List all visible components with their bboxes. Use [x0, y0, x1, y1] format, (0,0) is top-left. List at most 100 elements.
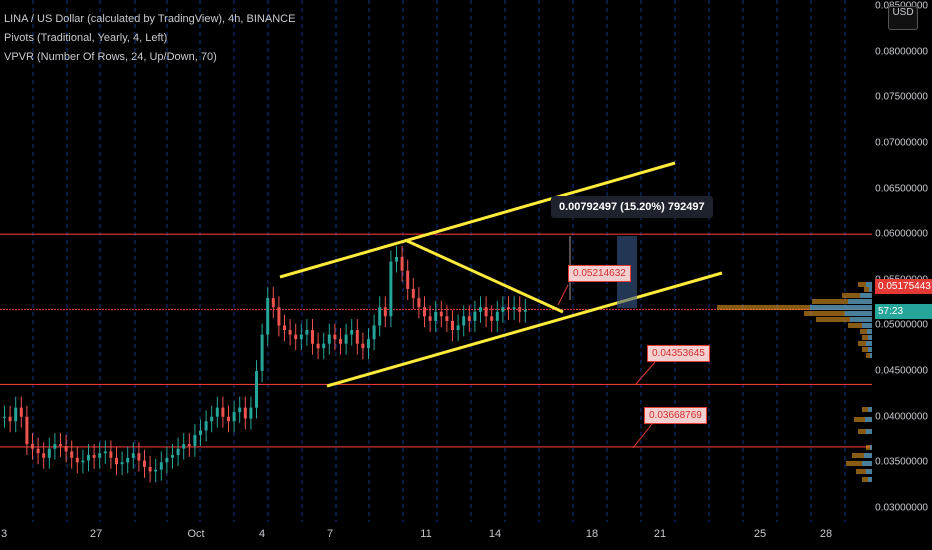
volume-profile-bar-8	[860, 329, 872, 334]
pivots-indicator-label[interactable]: Pivots (Traditional, Yearly, 4, Left)	[4, 32, 168, 44]
candle-body-7	[42, 453, 46, 458]
volume-profile-up-bar-17	[864, 453, 872, 458]
volume-profile-bar-14	[854, 417, 872, 422]
volume-profile-bar-6	[816, 317, 872, 322]
volume-profile-up-bar-7	[862, 323, 872, 328]
candle-body-43	[243, 407, 247, 419]
date-tick-label: 14	[488, 528, 502, 540]
candle-body-32	[182, 444, 186, 449]
volume-profile-bar-4	[717, 305, 872, 310]
candle-body-30	[171, 455, 174, 458]
candle-body-63	[355, 330, 359, 344]
candle-body-27	[154, 469, 158, 472]
date-tick-label: 7	[326, 528, 334, 540]
currency-badge[interactable]: USD	[888, 6, 918, 30]
volume-profile-bar-2	[842, 293, 872, 298]
candle-body-62	[350, 330, 354, 335]
candle-body-47	[266, 298, 270, 335]
callout-label-3[interactable]: 0.03668769	[644, 407, 707, 424]
price-tick-label: 0.05000000	[875, 319, 928, 331]
volume-profile-up-bar-15	[866, 429, 872, 434]
candle-body-6	[36, 448, 40, 454]
candle-body-84	[473, 311, 477, 321]
volume-profile-bar-12	[866, 353, 872, 358]
symbol-title[interactable]: LINA / US Dollar (calculated by TradingV…	[4, 13, 296, 25]
volume-profile-bar-15	[858, 429, 872, 434]
candle-body-38	[215, 407, 219, 417]
candle-body-28	[159, 462, 163, 470]
price-axis[interactable]: 0.085000000.080000000.075000000.07000000…	[872, 0, 932, 522]
volume-profile-up-bar-2	[860, 293, 872, 298]
candle-body-26	[148, 466, 152, 472]
price-tick-label: 0.04500000	[875, 365, 928, 377]
candle-body-4	[25, 416, 29, 445]
candle-body-19	[109, 451, 113, 458]
candle-body-72	[406, 270, 410, 289]
candle-body-17	[98, 453, 102, 458]
date-tick-label: Oct	[187, 528, 205, 540]
candle-body-59	[333, 334, 337, 340]
candle-body-86	[484, 307, 488, 317]
candle-body-31	[176, 448, 180, 456]
callout-label-2[interactable]: 0.04353645	[647, 345, 710, 362]
candle-body-87	[490, 316, 494, 321]
candle-body-20	[115, 457, 118, 465]
volume-profile-bar-5	[804, 311, 872, 316]
date-tick-label: 27	[89, 528, 103, 540]
trendline-2	[404, 238, 564, 314]
candle-body-57	[322, 343, 326, 349]
volume-profile-up-bar-14	[865, 417, 872, 422]
date-tick-label: 4	[258, 528, 266, 540]
candle-body-89	[501, 307, 505, 312]
time-axis[interactable]: 3 27 Oct 4 7 11 14 18 21 25 28	[0, 522, 872, 550]
volume-profile-up-bar-3	[848, 299, 872, 304]
volume-profile-bar-19	[856, 469, 872, 474]
volume-profile-up-bar-1	[869, 287, 872, 292]
volume-profile-up-bar-11	[868, 347, 872, 352]
volume-profile-up-bar-4	[810, 305, 872, 310]
candle-body-51	[288, 330, 292, 335]
volume-profile-up-bar-8	[867, 329, 872, 334]
candle-body-78	[439, 311, 443, 317]
callout-label-1[interactable]: 0.05214632	[568, 265, 631, 282]
candle-body-39	[221, 407, 225, 417]
candle-body-9	[53, 444, 57, 449]
candle-body-12	[70, 451, 74, 458]
date-tick-label: 11	[420, 528, 432, 540]
candle-body-29	[165, 457, 169, 463]
candle-body-91	[512, 307, 516, 310]
volume-profile-bar-13	[862, 407, 872, 412]
volume-profile-up-bar-19	[866, 469, 872, 474]
callout-pointer-2	[635, 361, 656, 385]
candle-body-23	[131, 453, 135, 458]
candle-body-54	[305, 330, 309, 335]
date-tick-label: 3	[0, 528, 8, 540]
volume-profile-up-bar-10	[866, 341, 872, 346]
volume-profile-bar-0	[858, 282, 872, 287]
volume-profile-bar-3	[812, 299, 872, 304]
candle-body-81	[456, 325, 460, 331]
candle-body-61	[344, 334, 348, 344]
candle-body-35	[199, 430, 202, 435]
vpvr-indicator-label[interactable]: VPVR (Number Of Rows, 24, Up/Down, 70)	[4, 51, 217, 63]
candle-body-5	[31, 444, 34, 449]
candle-body-79	[445, 316, 449, 321]
candle-body-83	[467, 316, 471, 321]
candle-body-66	[372, 325, 376, 340]
price-tick-label: 0.06500000	[875, 183, 928, 195]
volume-profile-bar-16	[866, 445, 872, 450]
price-tick-label: 0.07500000	[875, 91, 928, 103]
candle-body-18	[103, 451, 107, 454]
candle-body-48	[271, 298, 275, 308]
candle-body-49	[277, 307, 281, 326]
candle-body-69	[389, 261, 393, 317]
trendline-1	[326, 271, 723, 388]
candle-body-93	[523, 309, 527, 312]
price-tick-label: 0.08000000	[875, 46, 928, 58]
candle-body-50	[283, 325, 286, 331]
volume-profile-bar-18	[846, 461, 872, 466]
candle-body-64	[361, 343, 365, 349]
candle-body-80	[451, 320, 454, 331]
candle-body-42	[238, 407, 242, 413]
